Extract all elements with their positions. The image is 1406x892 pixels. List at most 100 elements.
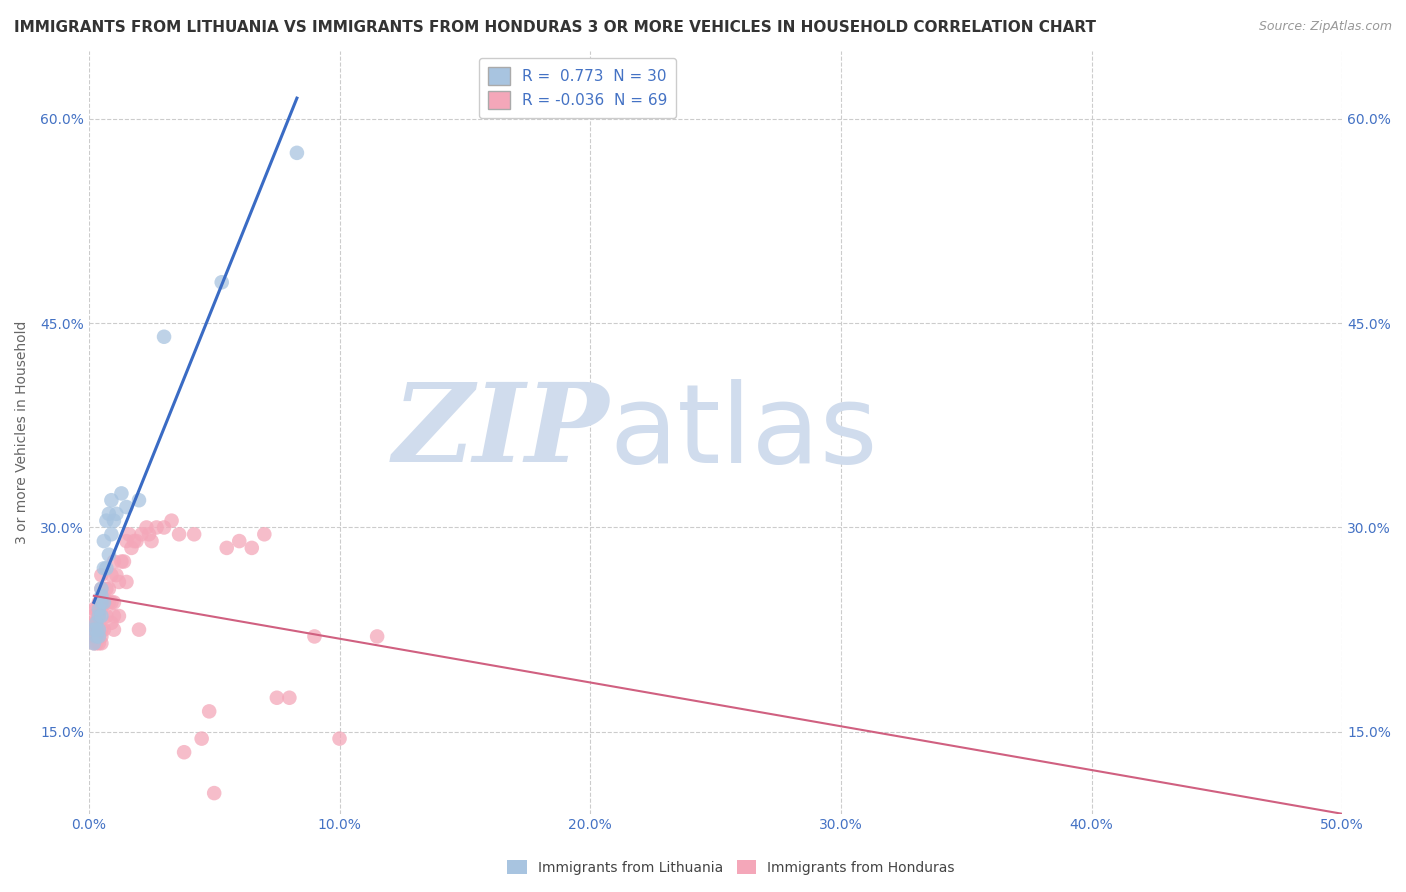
Point: [103, 595, 125, 609]
Point: [97, 582, 120, 596]
Point: [86, 636, 108, 650]
Legend: R =  0.773  N = 30, R = -0.036  N = 69: R = 0.773 N = 30, R = -0.036 N = 69: [479, 58, 676, 118]
Point: [90, 568, 112, 582]
Point: [366, 630, 388, 644]
Point: [183, 527, 205, 541]
Point: [103, 514, 125, 528]
Y-axis label: 3 or more Vehicles in Household: 3 or more Vehicles in Household: [15, 320, 30, 544]
Point: [202, 786, 225, 800]
Point: [100, 527, 122, 541]
Point: [90, 589, 112, 603]
Point: [96, 609, 118, 624]
Point: [86, 630, 108, 644]
Point: [240, 541, 263, 555]
Point: [173, 745, 195, 759]
Point: [121, 541, 143, 555]
Point: [87, 636, 110, 650]
Point: [90, 609, 112, 624]
Point: [93, 534, 115, 549]
Point: [86, 623, 108, 637]
Point: [112, 555, 135, 569]
Point: [105, 568, 128, 582]
Point: [110, 555, 132, 569]
Point: [90, 630, 112, 644]
Point: [97, 595, 120, 609]
Point: [97, 548, 120, 562]
Point: [115, 574, 138, 589]
Point: [83, 636, 105, 650]
Point: [100, 595, 122, 609]
Point: [83, 609, 105, 624]
Point: [190, 731, 212, 746]
Legend: Immigrants from Lithuania, Immigrants from Honduras: Immigrants from Lithuania, Immigrants fr…: [502, 855, 960, 880]
Point: [266, 690, 288, 705]
Point: [87, 609, 110, 624]
Point: [100, 615, 122, 630]
Point: [87, 630, 110, 644]
Text: Source: ZipAtlas.com: Source: ZipAtlas.com: [1258, 20, 1392, 33]
Point: [86, 623, 108, 637]
Point: [86, 615, 108, 630]
Point: [83, 623, 105, 637]
Point: [86, 630, 108, 644]
Point: [211, 275, 233, 289]
Point: [253, 527, 276, 541]
Point: [96, 582, 118, 596]
Point: [87, 609, 110, 624]
Point: [198, 705, 221, 719]
Point: [83, 602, 105, 616]
Point: [100, 568, 122, 582]
Point: [93, 595, 115, 609]
Point: [96, 561, 118, 575]
Point: [97, 507, 120, 521]
Point: [125, 534, 148, 549]
Point: [122, 534, 145, 549]
Point: [100, 493, 122, 508]
Point: [215, 541, 238, 555]
Point: [118, 527, 141, 541]
Point: [108, 609, 131, 624]
Point: [278, 690, 301, 705]
Point: [93, 623, 115, 637]
Point: [103, 555, 125, 569]
Point: [145, 520, 167, 534]
Point: [86, 615, 108, 630]
Point: [141, 534, 163, 549]
Point: [103, 623, 125, 637]
Point: [87, 595, 110, 609]
Point: [90, 582, 112, 596]
Point: [285, 145, 308, 160]
Point: [90, 602, 112, 616]
Point: [90, 582, 112, 596]
Point: [90, 636, 112, 650]
Point: [87, 623, 110, 637]
Point: [115, 534, 138, 549]
Point: [83, 636, 105, 650]
Text: atlas: atlas: [609, 378, 877, 485]
Point: [87, 630, 110, 644]
Point: [115, 500, 138, 514]
Point: [87, 623, 110, 637]
Point: [108, 574, 131, 589]
Point: [160, 514, 183, 528]
Point: [131, 527, 153, 541]
Point: [128, 493, 150, 508]
Point: [153, 520, 176, 534]
Point: [105, 507, 128, 521]
Point: [328, 731, 350, 746]
Point: [135, 520, 157, 534]
Point: [83, 623, 105, 637]
Point: [93, 595, 115, 609]
Point: [304, 630, 326, 644]
Text: IMMIGRANTS FROM LITHUANIA VS IMMIGRANTS FROM HONDURAS 3 OR MORE VEHICLES IN HOUS: IMMIGRANTS FROM LITHUANIA VS IMMIGRANTS …: [14, 20, 1097, 35]
Point: [90, 623, 112, 637]
Point: [83, 615, 105, 630]
Point: [128, 623, 150, 637]
Point: [138, 527, 160, 541]
Point: [90, 595, 112, 609]
Point: [228, 534, 250, 549]
Point: [93, 561, 115, 575]
Point: [103, 609, 125, 624]
Point: [110, 486, 132, 500]
Text: ZIP: ZIP: [392, 378, 609, 486]
